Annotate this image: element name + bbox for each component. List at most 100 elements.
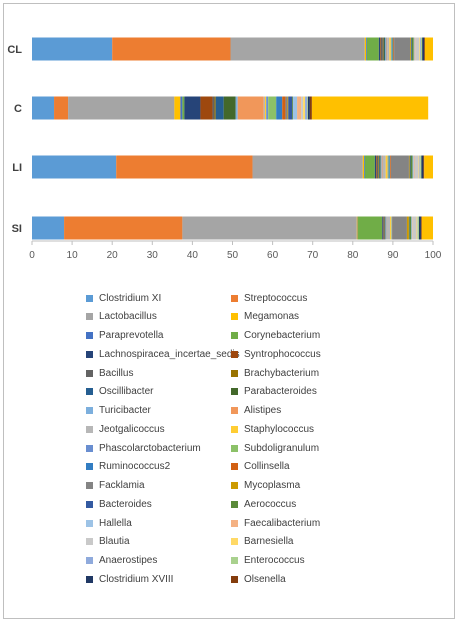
legend-swatch — [231, 519, 238, 527]
bar-segment-c-29 — [307, 96, 308, 120]
legend-item: Subdoligranulum — [231, 441, 319, 455]
legend-label: Brachybacterium — [244, 367, 320, 379]
bar-segment-li-17 — [388, 155, 390, 179]
bar-segment-c-28 — [305, 96, 308, 120]
bar-segment-li-27 — [418, 155, 420, 179]
bar-segment-cl-16 — [390, 37, 392, 61]
legend-item: Olsenella — [231, 572, 286, 586]
bar-segment-c-15 — [264, 96, 267, 120]
legend-item: Syntrophococcus — [231, 347, 321, 361]
bar-segment-cl-13 — [386, 37, 388, 61]
bar-segment-si-24 — [411, 216, 413, 240]
legend-item: Barnesiella — [231, 535, 293, 549]
bar-segment-cl-14 — [387, 37, 390, 61]
category-label-si: SI — [12, 223, 22, 235]
legend-item: Streptococcus — [231, 291, 307, 305]
x-tick-label-20: 20 — [107, 250, 119, 261]
bar-segment-cl-23 — [411, 37, 414, 61]
legend-swatch — [231, 369, 238, 377]
bar-segment-c-17 — [268, 96, 277, 120]
bar-segment-c-25 — [297, 96, 302, 120]
legend-label: Olsenella — [244, 573, 286, 585]
legend-swatch — [86, 557, 93, 564]
legend-label: Alistipes — [244, 405, 282, 416]
bar-segment-li-24 — [412, 155, 414, 179]
legend-swatch — [231, 425, 238, 433]
bar-segment-li-13 — [381, 155, 383, 179]
bar-segment-c-19 — [282, 96, 286, 120]
bar-segment-cl-24 — [413, 37, 415, 61]
legend-item: Clostridium XVIII — [86, 572, 173, 586]
bar-segment-c-20 — [285, 96, 288, 120]
bar-segment-cl-32 — [424, 37, 433, 61]
legend-item: Parabacteroides — [231, 385, 317, 399]
bar-segment-c-11 — [223, 96, 236, 120]
bar-segment-si-14 — [386, 216, 391, 240]
legend-item: Oscillibacter — [86, 385, 153, 399]
legend-item: Clostridium XI — [86, 291, 161, 305]
legend-label: Turicibacter — [99, 405, 151, 416]
legend-label: Facklamia — [99, 480, 145, 491]
bar-segment-cl-1 — [112, 37, 231, 61]
legend-item: Jeotgalicoccus — [86, 422, 165, 436]
bar-segment-si-32 — [421, 216, 433, 240]
legend-label: Bacteroides — [99, 498, 152, 510]
bar-segment-cl-2 — [230, 37, 365, 61]
legend-item: Faecalibacterium — [231, 516, 320, 530]
legend-label: Anaerostipes — [99, 555, 158, 566]
legend-label: Lachnospiracea_incertae_sedis — [99, 348, 240, 360]
bar-segment-c-14 — [263, 96, 265, 120]
bar-segment-si-21 — [406, 216, 409, 240]
legend-item: Lactobacillus — [86, 310, 157, 324]
bar-segment-li-10 — [378, 155, 380, 179]
legend-item: Turicibacter — [86, 404, 151, 418]
legend-item: Bacteroides — [86, 497, 152, 511]
bar-segment-si-20 — [392, 216, 407, 240]
legend-swatch — [231, 575, 238, 583]
legend-label: Jeotgalicoccus — [99, 423, 165, 435]
bar-segment-c-30 — [307, 96, 310, 120]
x-tick-label-40: 40 — [187, 250, 199, 261]
bar-segment-cl-21 — [410, 37, 411, 61]
bar-segment-c-16 — [266, 96, 269, 120]
legend-label: Megamonas — [244, 311, 300, 323]
bar-segment-si-27 — [416, 216, 418, 240]
legend-item: Paraprevotella — [86, 329, 163, 343]
bar-segment-cl-25 — [414, 37, 416, 61]
legend-item: Hallella — [86, 516, 132, 530]
bar-segment-c-0 — [32, 96, 55, 120]
bar-segment-cl-18 — [392, 37, 394, 61]
legend-label: Staphylococcus — [244, 423, 315, 435]
legend-label: Subdoligranulum — [244, 442, 320, 454]
bar-segment-si-2 — [182, 216, 357, 240]
legend-item: Lachnospiracea_incertae_sedis — [86, 347, 240, 361]
bar-segment-c-32 — [311, 96, 429, 120]
legend-swatch — [231, 463, 238, 471]
legend-label: Clostridium XI — [99, 292, 162, 304]
legend-item: Megamonas — [231, 310, 299, 324]
bar-segment-li-20 — [390, 155, 409, 179]
legend-swatch — [86, 350, 93, 358]
legend-swatch — [231, 444, 238, 452]
bar-segment-c-13 — [237, 96, 264, 120]
bar-segment-c-4 — [180, 96, 183, 120]
legend-swatch — [86, 444, 93, 452]
bar-segment-li-12 — [380, 155, 382, 179]
bar-segment-li-26 — [414, 155, 419, 179]
bar-segment-si-23 — [409, 216, 412, 240]
bar-segment-li-21 — [408, 155, 410, 179]
legend-label: Collinsella — [244, 461, 290, 473]
bar-segment-c-3 — [174, 96, 181, 120]
legend-label: Parabacteroides — [244, 386, 317, 398]
bar-segment-si-29 — [417, 216, 419, 240]
legend-swatch — [86, 388, 93, 396]
bar-segment-si-0 — [32, 216, 65, 240]
legend-swatch — [231, 500, 238, 508]
bar-segment-cl-12 — [385, 37, 387, 61]
legend-label: Barnesiella — [244, 536, 294, 548]
bar-segment-c-22 — [288, 96, 293, 120]
bar-segment-li-9 — [378, 155, 379, 179]
category-label-c: C — [14, 103, 22, 115]
bar-segment-cl-5 — [366, 37, 379, 61]
